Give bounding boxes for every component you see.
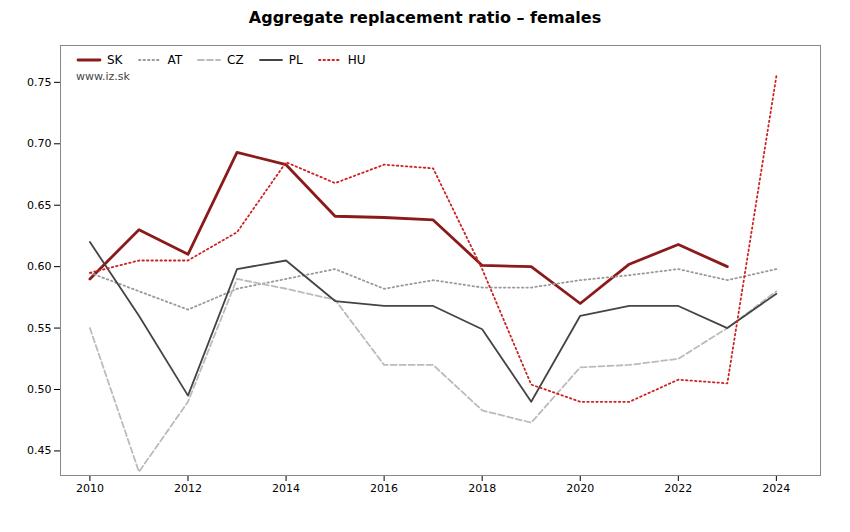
svg-text:0.70: 0.70 <box>27 137 52 150</box>
svg-text:0.65: 0.65 <box>27 199 52 212</box>
svg-text:2024: 2024 <box>762 482 790 495</box>
html-text:CZ: CZ <box>227 53 244 67</box>
svg-text:2016: 2016 <box>370 482 398 495</box>
svg-text:2022: 2022 <box>664 482 692 495</box>
svg-text:0.60: 0.60 <box>27 260 52 273</box>
svg-text:2018: 2018 <box>468 482 496 495</box>
svg-text:0.50: 0.50 <box>27 383 52 396</box>
svg-text:2020: 2020 <box>566 482 594 495</box>
svg-text:2012: 2012 <box>174 482 202 495</box>
html-text:Aggregate replacement ratio –: Aggregate replacement ratio – females <box>248 8 602 27</box>
svg-text:0.75: 0.75 <box>27 76 52 89</box>
svg-text:2010: 2010 <box>76 482 104 495</box>
html-text:HU: HU <box>347 53 366 67</box>
html-text:www.iz.sk: www.iz.sk <box>76 70 130 83</box>
html-text:AT: AT <box>167 53 183 67</box>
html-text:SK: SK <box>107 53 123 67</box>
svg-text:0.55: 0.55 <box>27 322 52 335</box>
html-text:PL: PL <box>288 53 303 67</box>
svg-text:2014: 2014 <box>272 482 300 495</box>
svg-text:0.45: 0.45 <box>27 444 52 457</box>
